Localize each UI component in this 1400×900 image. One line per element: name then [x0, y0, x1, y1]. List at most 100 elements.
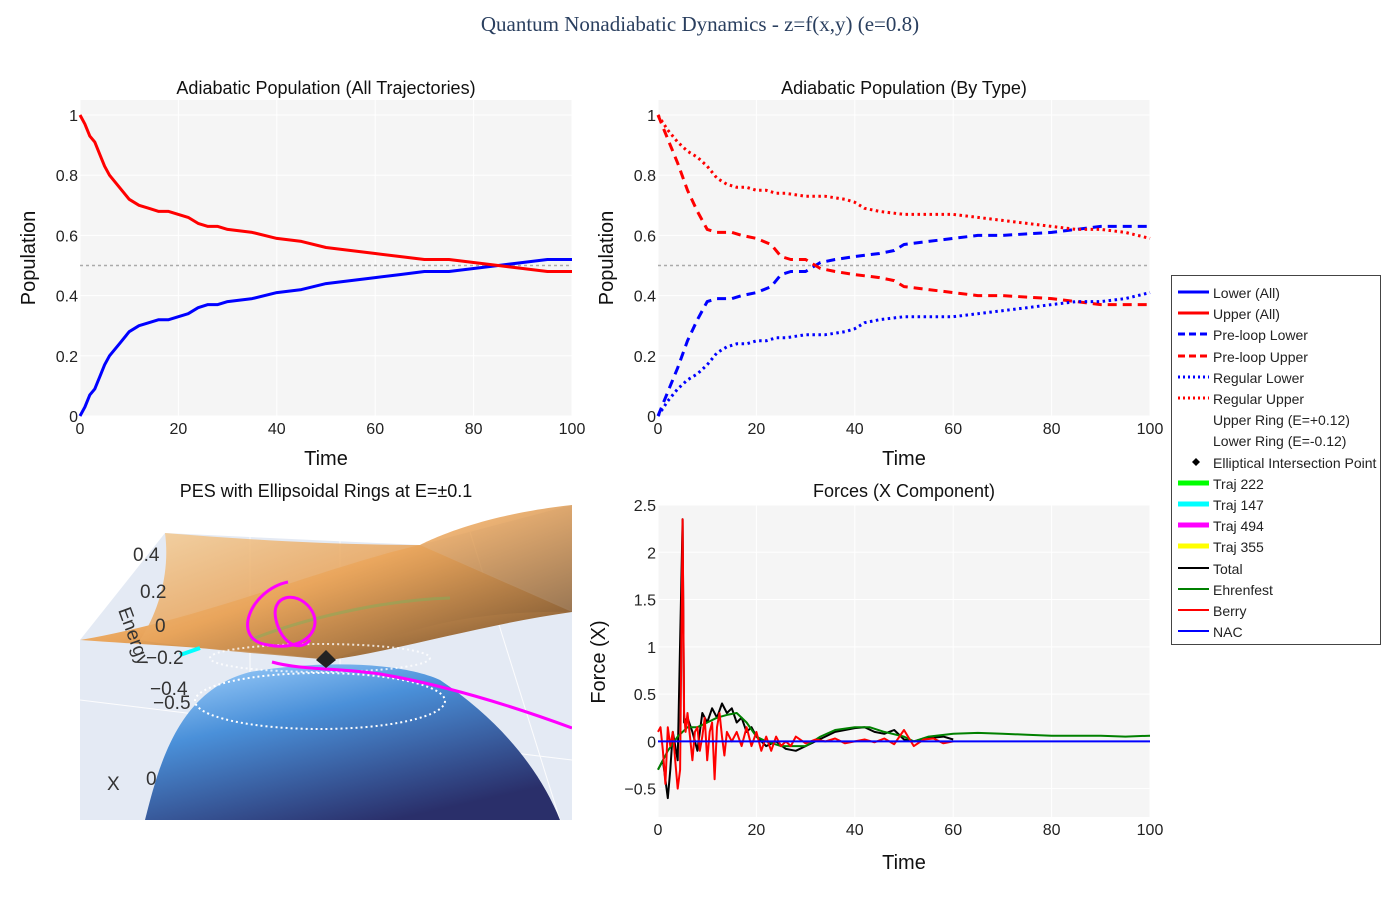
legend-item[interactable]: Ehrenfest: [1172, 579, 1380, 600]
legend-label: Traj 222: [1213, 475, 1264, 492]
x-tick-label: 40: [846, 822, 864, 839]
y-tick-label: 0.6: [56, 228, 78, 245]
legend-swatch: [1178, 501, 1209, 507]
legend[interactable]: Lower (All) Upper (All) Pre-loop Lower Pre-…: [1171, 275, 1381, 645]
legend-swatch: [1178, 587, 1209, 590]
legend-swatch: [1178, 396, 1209, 400]
population-by-type-panel: 0 20 40 60 80 100 0 0.2 0.4 0.6 0.8 1 Adiabatic Pop…: [596, 78, 1163, 470]
x-tick-label: 0: [654, 421, 663, 438]
legend-item[interactable]: Regular Lower: [1172, 367, 1380, 388]
series-layer: [656, 114, 1151, 417]
legend-swatch: [1178, 417, 1209, 421]
legend-label: Regular Lower: [1213, 369, 1305, 386]
series-line-regular-upper: [656, 114, 1151, 240]
legend-swatch: [1178, 438, 1209, 442]
legend-label: Traj 147: [1213, 497, 1264, 513]
series-line-ehrenfest: [657, 712, 1151, 771]
legend-swatch: [1178, 290, 1209, 294]
legend-swatch: [1178, 354, 1209, 358]
legend-item[interactable]: Upper (All): [1172, 303, 1380, 324]
forces-panel: 0 20 40 60 80 100 −0.5 0 0.5 1 1.5 2 2.5 Forces (X C…: [588, 481, 1163, 874]
y-tick-label: 2.5: [634, 498, 656, 515]
x-tick-label: 0: [654, 822, 663, 839]
x-tick-label: 80: [1043, 421, 1061, 438]
trajectory-494-path: [271, 660, 572, 730]
legend-label: Traj 494: [1213, 518, 1264, 535]
y-tick-label: 0.2: [56, 349, 78, 366]
legend-swatch: [1192, 457, 1200, 466]
series-line-regular-lower: [656, 291, 1151, 417]
legend-item[interactable]: Traj 355: [1172, 536, 1380, 557]
legend-item[interactable]: Berry: [1172, 600, 1380, 621]
legend-label: Pre-loop Lower: [1213, 327, 1308, 344]
x-tick-label: 60: [944, 822, 962, 839]
plot-area: [658, 100, 1150, 416]
legend-item[interactable]: Traj 494: [1172, 515, 1380, 536]
legend-item[interactable]: Pre-loop Upper: [1172, 346, 1380, 367]
svg-text:0: 0: [146, 769, 157, 790]
y-tick-label: 1.5: [634, 593, 656, 610]
legend-item[interactable]: Traj 222: [1172, 473, 1380, 494]
legend-swatch: [1178, 311, 1209, 315]
trajectory-494-loop: [246, 580, 317, 648]
y-axis-label: Force (X): [588, 620, 610, 703]
legend-label: Berry: [1213, 603, 1247, 619]
legend-item[interactable]: Total: [1172, 558, 1380, 579]
x-tick-label: 20: [748, 421, 766, 438]
panel-title: Adiabatic Population (All Trajectories): [176, 78, 475, 98]
legend-item[interactable]: Regular Upper: [1172, 388, 1380, 409]
lower-ring: [194, 672, 446, 730]
legend-label: Elliptical Intersection Point: [1213, 454, 1377, 471]
legend-item[interactable]: Upper Ring (E=+0.12): [1172, 409, 1380, 430]
svg-text:0: 0: [155, 616, 166, 637]
legend-label: Lower Ring (E=-0.12): [1213, 433, 1347, 450]
tick-layer: 0 20 40 60 80 100 0 0.2 0.4 0.6 0.8 1: [634, 108, 1164, 438]
intersection-point-marker: [316, 650, 336, 668]
x-tick-label: 20: [748, 822, 766, 839]
svg-text:X: X: [107, 774, 120, 795]
x-axis-label: Time: [882, 852, 926, 874]
y-tick-label: 1: [647, 108, 656, 125]
y-tick-label: 0.4: [56, 289, 78, 306]
legend-item[interactable]: Elliptical Intersection Point: [1172, 452, 1380, 473]
y-tick-label: 0: [69, 409, 78, 426]
y-tick-label: −0.5: [624, 782, 656, 799]
y-tick-label: 2: [647, 545, 656, 562]
svg-text:0.4: 0.4: [133, 545, 160, 566]
legend-item[interactable]: Traj 147: [1172, 494, 1380, 515]
population-all-panel: 0 20 40 60 80 100 0 0.2 0.4 0.6 0.8 1 Adiabatic Pop…: [18, 78, 585, 470]
legend-item[interactable]: Lower Ring (E=-0.12): [1172, 430, 1380, 451]
y-tick-label: 1: [647, 640, 656, 657]
y-tick-label: 0: [647, 734, 656, 751]
legend-label: Traj 355: [1213, 539, 1264, 556]
y-tick-label: 0.6: [634, 228, 656, 245]
x-axis-label: Time: [304, 448, 348, 470]
pes-3d-panel[interactable]: PES with Ellipsoidal Rings at E=±0.1 0: [80, 481, 572, 820]
legend-label: Total: [1213, 560, 1243, 577]
svg-text:−0.4: −0.4: [150, 679, 188, 700]
series-layer: [78, 114, 572, 417]
legend-item[interactable]: NAC: [1172, 621, 1380, 642]
svg-text:−0.5: −0.5: [153, 693, 191, 714]
x-tick-label: 40: [268, 421, 286, 438]
y-axis-label: Population: [596, 211, 618, 306]
legend-item[interactable]: Lower (All): [1172, 282, 1380, 303]
x-tick-label: 80: [1043, 822, 1061, 839]
legend-swatch: [1178, 522, 1209, 528]
x-axis-label: Time: [882, 448, 926, 470]
legend-swatch: [1178, 375, 1209, 379]
series-line-upper-all-: [78, 114, 572, 273]
legend-item[interactable]: Pre-loop Lower: [1172, 324, 1380, 345]
lower-surface: [145, 664, 560, 820]
x-tick-label: 60: [366, 421, 384, 438]
main-title: Quantum Nonadiabatic Dynamics - z=f(x,y)…: [480, 12, 920, 36]
y-tick-label: 0.8: [56, 168, 78, 185]
grid: [657, 100, 1151, 417]
plot-area: [80, 100, 572, 416]
plot-area: [658, 505, 1150, 817]
y-tick-label: 0.4: [634, 289, 656, 306]
x-tick-label: 100: [1137, 421, 1164, 438]
y-tick-label: 1: [69, 108, 78, 125]
panel-title: Forces (X Component): [813, 481, 995, 501]
legend-label: Upper Ring (E=+0.12): [1213, 412, 1350, 429]
